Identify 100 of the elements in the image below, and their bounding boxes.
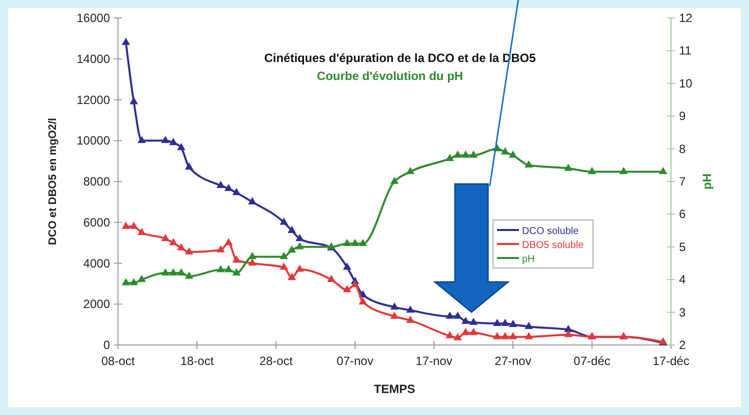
point xyxy=(296,234,304,242)
point xyxy=(390,302,399,310)
y2-tick-label: 10 xyxy=(679,76,693,90)
y-axis-title: DCO et DBO5 en mgO2/l xyxy=(47,118,59,246)
x-tick-label: 07-déc xyxy=(574,354,610,368)
x-tick-label: 28-oct xyxy=(259,354,294,368)
point xyxy=(454,312,462,319)
point xyxy=(342,262,352,270)
point xyxy=(390,312,399,319)
text: Courbe d'évolution du pH xyxy=(316,69,464,83)
point xyxy=(169,138,178,146)
y2-tick-label: 6 xyxy=(679,207,686,222)
y-tick-label: 14000 xyxy=(76,52,110,66)
point xyxy=(454,333,462,340)
point xyxy=(169,238,178,246)
point xyxy=(232,188,241,196)
x-tick-label: 17-déc xyxy=(652,354,690,368)
y-tick-label: 2000 xyxy=(83,297,110,312)
y-tick-label: 4000 xyxy=(83,256,110,270)
point xyxy=(500,147,510,154)
y2-tick-label: 7 xyxy=(679,174,686,188)
point xyxy=(177,268,186,276)
point xyxy=(184,247,194,254)
point xyxy=(469,150,478,158)
point xyxy=(564,330,572,338)
point xyxy=(288,245,296,253)
y2-axis-title: pH xyxy=(700,174,714,190)
point xyxy=(508,320,518,327)
x-tick-label: 27-nov xyxy=(494,354,532,368)
point xyxy=(122,222,130,229)
point xyxy=(406,316,414,323)
point xyxy=(184,272,194,279)
point xyxy=(130,96,138,104)
point xyxy=(461,328,470,336)
point xyxy=(446,312,454,319)
y-tick-label: 10000 xyxy=(76,134,110,148)
y2-tick-label: 9 xyxy=(679,109,686,124)
point xyxy=(138,136,146,144)
x-axis-title: TEMPS xyxy=(374,382,416,396)
y-tick-label: 6000 xyxy=(83,215,110,230)
y2-tick-label: 5 xyxy=(679,240,686,254)
point xyxy=(493,332,502,340)
point xyxy=(232,268,241,276)
point xyxy=(288,272,296,280)
point xyxy=(500,318,510,326)
point xyxy=(461,316,470,324)
point xyxy=(216,264,225,272)
point xyxy=(138,228,146,235)
point xyxy=(342,285,352,292)
y2-tick-label: 12 xyxy=(679,11,693,25)
y-tick-label: 0 xyxy=(103,338,110,352)
point xyxy=(177,142,186,150)
point xyxy=(406,166,414,174)
point xyxy=(280,252,288,260)
point xyxy=(508,150,518,158)
legend-label: pH xyxy=(522,254,535,265)
point xyxy=(122,38,130,45)
point xyxy=(619,166,628,174)
point xyxy=(564,164,572,171)
point xyxy=(177,243,186,250)
point xyxy=(130,278,138,286)
point xyxy=(342,238,352,246)
point xyxy=(446,154,454,162)
y-tick-label: 8000 xyxy=(83,174,110,188)
point xyxy=(216,180,225,188)
point xyxy=(524,160,533,168)
point xyxy=(224,184,233,192)
point xyxy=(454,150,462,158)
point xyxy=(390,176,399,184)
point xyxy=(122,278,130,286)
point xyxy=(461,150,470,158)
point xyxy=(288,226,296,233)
point xyxy=(161,268,170,276)
y-tick-label: 12000 xyxy=(76,92,110,107)
x-tick-label: 08-oct xyxy=(101,354,136,368)
y2-tick-label: 2 xyxy=(679,338,686,352)
x-tick-label: 17-nov xyxy=(416,354,452,368)
point xyxy=(169,268,178,276)
point xyxy=(350,238,360,246)
point xyxy=(358,297,368,304)
point xyxy=(358,238,368,246)
y2-tick-label: 4 xyxy=(679,272,686,287)
point xyxy=(248,197,256,204)
point xyxy=(588,166,596,174)
point xyxy=(248,258,256,266)
point xyxy=(296,264,304,272)
point xyxy=(280,218,288,225)
legend-label: DBO5 soluble xyxy=(522,240,584,251)
point xyxy=(216,245,225,252)
point xyxy=(406,305,414,313)
point xyxy=(161,234,170,242)
x-tick-label: 07-nov xyxy=(336,354,374,368)
point xyxy=(524,322,533,330)
point xyxy=(564,324,572,332)
y2-tick-label: 11 xyxy=(679,44,692,58)
point xyxy=(138,274,146,282)
y-tick-label: 16000 xyxy=(76,11,110,25)
point xyxy=(296,242,304,250)
legend-label: DCO soluble xyxy=(522,226,580,237)
point xyxy=(224,238,233,246)
